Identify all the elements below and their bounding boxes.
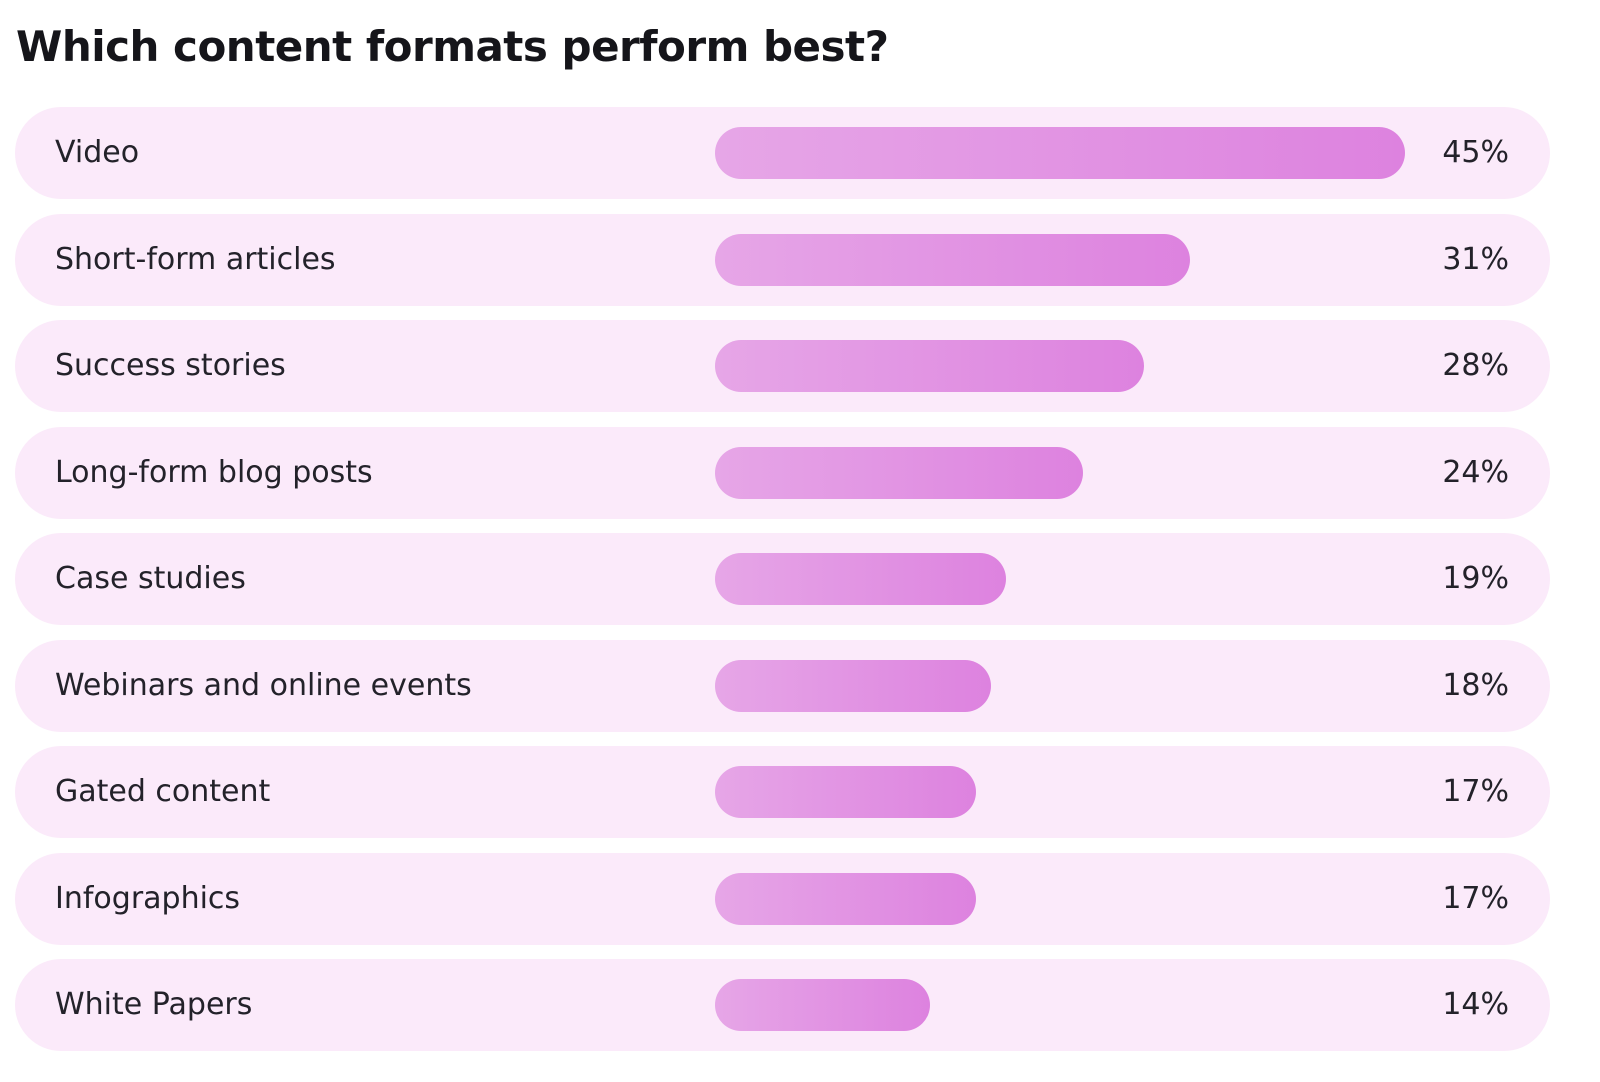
- bar: [715, 553, 1006, 605]
- bar: [715, 233, 1190, 286]
- bar: [715, 659, 991, 712]
- bar: [715, 446, 1083, 499]
- category-label: Long-form blog posts: [55, 454, 373, 490]
- bar-track: [715, 766, 1405, 818]
- category-label: Infographics: [55, 880, 241, 916]
- bar-track: [715, 233, 1405, 286]
- bar-row: Video 45%: [15, 107, 1550, 199]
- category-label: Video: [55, 135, 140, 170]
- bar-track: [715, 127, 1405, 179]
- bar-row: Short-form articles 31%: [15, 213, 1550, 306]
- bar-track: [715, 872, 1405, 925]
- value-label: 17%: [1442, 774, 1509, 809]
- value-label: 31%: [1442, 241, 1509, 277]
- category-label: Case studies: [55, 561, 246, 596]
- bar-row: Long-form blog posts 24%: [15, 426, 1550, 519]
- value-label: 45%: [1442, 135, 1509, 170]
- bar-track: [715, 340, 1405, 392]
- bar: [715, 340, 1144, 392]
- bar: [715, 872, 976, 925]
- value-label: 24%: [1442, 454, 1509, 490]
- chart-title: Which content formats perform best?: [16, 22, 889, 71]
- category-label: Gated content: [55, 774, 271, 809]
- bar-row: Webinars and online events 18%: [15, 639, 1550, 732]
- category-label: Short-form articles: [55, 241, 336, 277]
- bar: [715, 766, 976, 818]
- value-label: 14%: [1442, 987, 1509, 1022]
- category-label: Webinars and online events: [55, 667, 472, 703]
- category-label: White Papers: [55, 987, 253, 1022]
- bar: [715, 979, 930, 1031]
- bar: [715, 127, 1405, 179]
- value-label: 18%: [1442, 667, 1509, 703]
- bar-row: Infographics 17%: [15, 852, 1550, 945]
- bar-row: Case studies 19%: [15, 533, 1550, 625]
- bar-row: Success stories 28%: [15, 320, 1550, 412]
- category-label: Success stories: [55, 348, 286, 383]
- bar-track: [715, 446, 1405, 499]
- value-label: 17%: [1442, 880, 1509, 916]
- bar-rows: Video 45% Short-form articles 31% Success st…: [15, 107, 1550, 1066]
- value-label: 19%: [1442, 561, 1509, 596]
- bar-row: Gated content 17%: [15, 746, 1550, 838]
- bar-track: [715, 659, 1405, 712]
- value-label: 28%: [1442, 348, 1509, 383]
- bar-track: [715, 979, 1405, 1031]
- bar-row: White Papers 14%: [15, 959, 1550, 1051]
- bar-track: [715, 553, 1405, 605]
